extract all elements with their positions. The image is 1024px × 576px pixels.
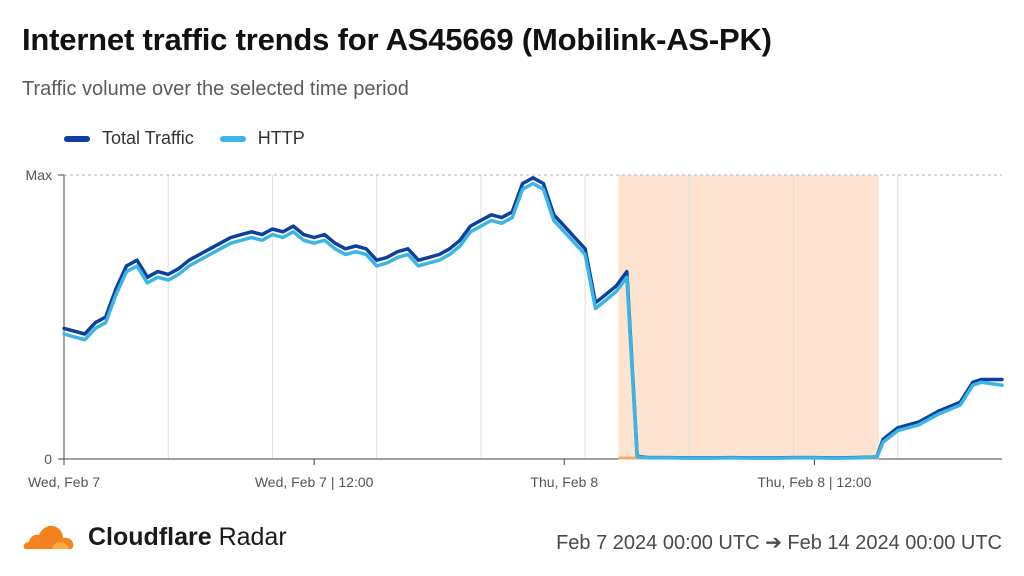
y-tick-label: 0 <box>44 451 52 467</box>
legend-swatch-http <box>219 135 246 142</box>
x-tick-label: Thu, Feb 8 <box>530 474 598 490</box>
cloudflare-radar-logo: Cloudflare Radar <box>22 522 287 552</box>
legend-item-http[interactable]: HTTP <box>219 128 305 149</box>
date-range: Feb 7 2024 00:00 UTC ➔ Feb 14 2024 00:00… <box>556 532 1002 554</box>
series-line-http <box>62 181 1004 460</box>
page-title: Internet traffic trends for AS45669 (Mob… <box>22 22 772 57</box>
y-tick-label: Max <box>26 167 52 183</box>
traffic-line-chart[interactable]: 0 Max Wed, Feb 7 Wed, Feb 7 | 12:00 Thu, Feb… <box>0 160 1024 500</box>
legend-swatch-total-traffic <box>64 135 90 142</box>
legend-label-total-traffic: Total Traffic <box>102 128 194 148</box>
legend-label-http: HTTP <box>257 128 305 148</box>
cloudflare-cloud-icon <box>23 525 74 549</box>
x-tick-label: Thu, Feb 8 | 12:00 <box>757 474 871 490</box>
x-tick-label: Wed, Feb 7 <box>28 474 100 490</box>
brand-name: Cloudflare Radar <box>88 522 287 551</box>
page-subtitle: Traffic volume over the selected time pe… <box>22 78 409 100</box>
outage-highlight-region <box>618 175 880 459</box>
chart-legend: Total Traffic HTTP <box>64 128 331 149</box>
legend-item-total-traffic[interactable]: Total Traffic <box>64 128 194 149</box>
x-tick-label: Wed, Feb 7 | 12:00 <box>255 474 374 490</box>
